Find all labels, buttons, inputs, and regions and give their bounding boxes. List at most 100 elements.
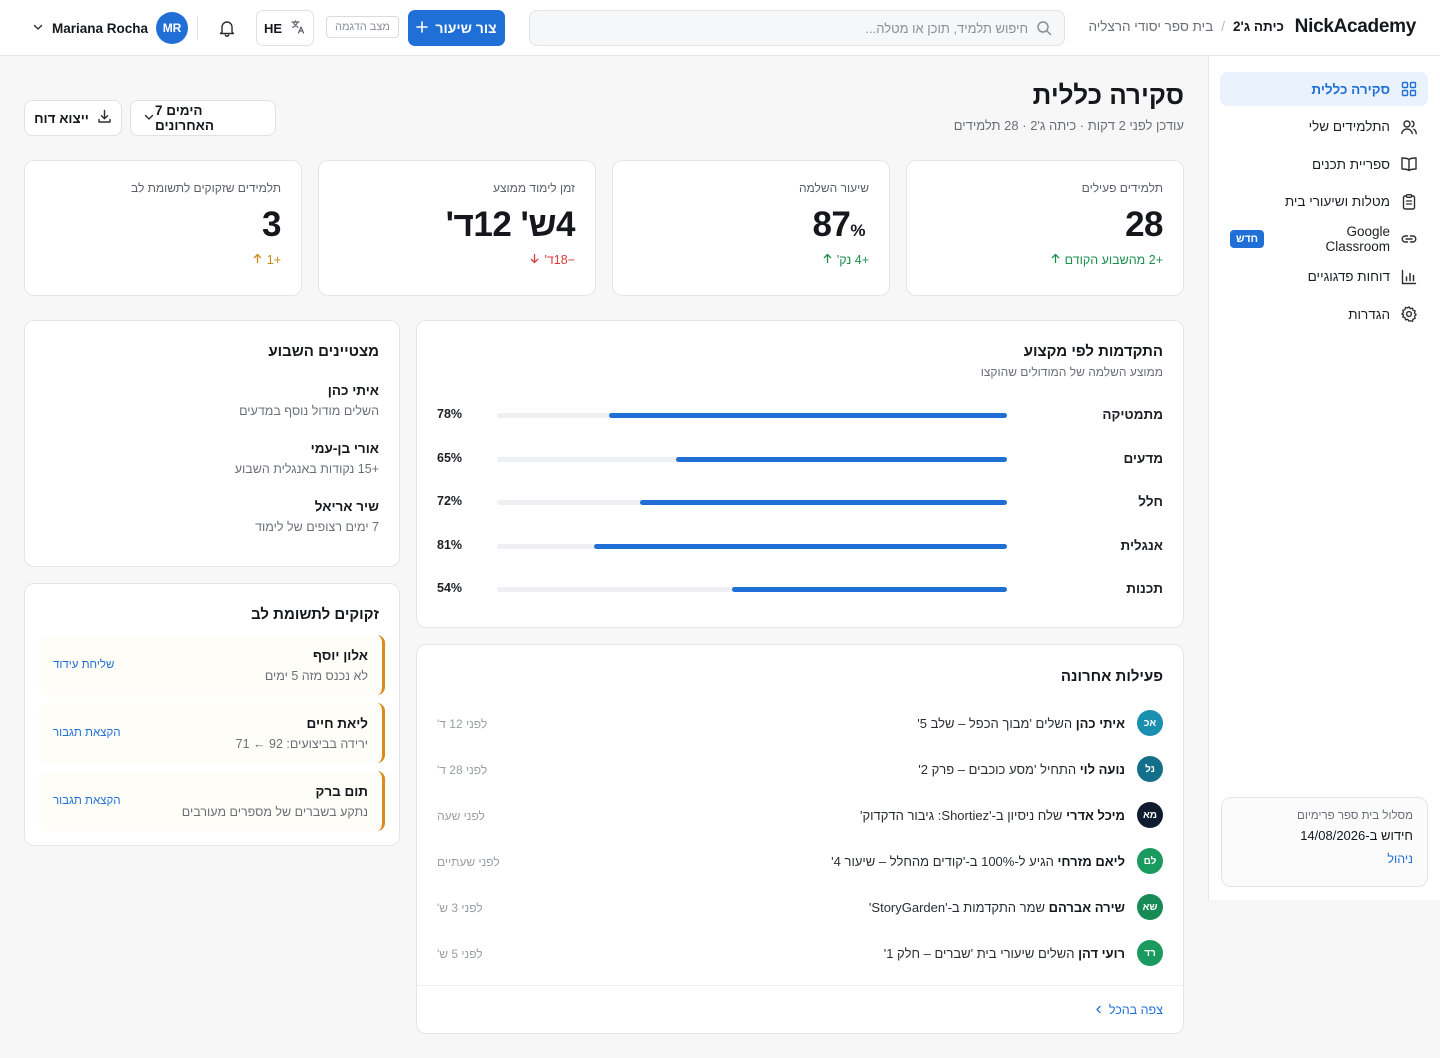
student-name: איתי כהן <box>327 383 379 398</box>
progress-fill <box>675 456 1007 462</box>
student-name[interactable]: תום ברק <box>315 783 368 799</box>
activity-row[interactable]: מא מיכל אדרי שלח ניסיון ב-'Shortiez: גיבו… <box>437 802 1163 830</box>
activity-description: הגיע ל-100% ב-'קודים מהחלל – שיעור 4' <box>831 854 1054 869</box>
export-label: ייצוא דוח <box>34 110 89 126</box>
student-avatar: אכ <box>1137 710 1163 736</box>
progress-track <box>497 500 1007 505</box>
create-lesson-button[interactable]: צור שיעור <box>408 10 505 46</box>
activity-text: רועי דהן השלים שיעורי בית 'שברים – חלק 1… <box>884 946 1125 961</box>
create-lesson-label: צור שיעור <box>435 20 497 36</box>
subject-name: חלל <box>1138 494 1163 509</box>
recent-activity-card: פעילות אחרונה אכ איתי כהן השלים 'מבוך הכפ… <box>416 644 1184 1034</box>
sidebar-item-assignments[interactable]: מטלות ושיעורי בית <box>1220 185 1428 219</box>
activity-row[interactable]: שא שירה אברהם שמר התקדמות ב-'StoryGarden'… <box>437 894 1163 922</box>
student-name: אורי בן-עמי <box>310 441 379 456</box>
grid-icon <box>1400 80 1418 98</box>
app-logo[interactable]: NickAcademy <box>1294 16 1417 37</box>
view-all-link[interactable]: צפה בהכל <box>1094 1003 1163 1017</box>
student-name[interactable]: ליאת חיים <box>306 715 369 731</box>
breadcrumb-class: כיתה ג'2 <box>1232 19 1284 34</box>
attention-item: תום ברק נתקע בשברים של מספרים מעורבים הק… <box>39 771 385 831</box>
subject-percent: 72% <box>437 494 463 508</box>
stat-card-needs-attention: תלמידים שזקוקים לתשומת לב 3 +1 <box>24 160 302 296</box>
attention-item: אלון יוסף לא נכנס מזה 5 ימים שליחת עידוד <box>39 635 385 695</box>
student-name[interactable]: אלון יוסף <box>312 647 368 663</box>
assign-support-link[interactable]: הקצאת תגבור <box>53 795 121 807</box>
stat-card-active-students: תלמידים פעילים 28 +2 מהשבוע הקודם <box>906 160 1184 296</box>
breadcrumb-school[interactable]: בית ספר יסודי הרצליה <box>1088 19 1214 34</box>
subject-percent: 54% <box>437 581 463 595</box>
stat-delta: −18ד' <box>339 253 575 267</box>
student-name: נועה לוי <box>1079 762 1125 777</box>
search-input[interactable] <box>542 20 1036 36</box>
student-name: שירה אברהם <box>1048 900 1125 915</box>
activity-row[interactable]: רד רועי דהן השלים שיעורי בית 'שברים – חלק… <box>437 940 1163 968</box>
stat-value: 4ש' 12ד' <box>445 205 576 244</box>
breadcrumb-separator: / <box>1221 19 1225 34</box>
assign-support-link[interactable]: הקצאת תגבור <box>53 727 121 739</box>
plan-manage-link[interactable]: ניהול <box>1387 852 1413 866</box>
activity-row[interactable]: נל נועה לוי התחיל 'מסע כוכבים – פרק 2' לפנ… <box>437 756 1163 784</box>
stat-delta: +4 נק' <box>633 253 869 267</box>
stat-label: זמן לימוד ממוצע <box>492 181 575 195</box>
card-title: מצטיינים השבוע <box>268 343 379 360</box>
stat-card-completion-rate: שיעור השלמה 87% +4 נק' <box>612 160 890 296</box>
student-name: שיר אריאל <box>314 499 379 514</box>
download-icon <box>97 109 112 127</box>
search-box[interactable] <box>529 10 1065 46</box>
user-name: Mariana Rocha <box>52 20 149 36</box>
card-title: זקוקים לתשומת לב <box>251 606 379 623</box>
export-report-button[interactable]: ייצוא דוח <box>24 100 122 136</box>
breadcrumb: בית ספר יסודי הרצליה / כיתה ג'2 <box>1088 19 1284 34</box>
sidebar-item-reports[interactable]: דוחות פדגוגיים <box>1220 260 1428 294</box>
sidebar-item-label: Google Classroom <box>1325 224 1390 254</box>
link-icon <box>1400 230 1418 248</box>
arrow-up-icon <box>252 253 263 267</box>
attention-item: ליאת חיים ירידה בביצועים: 92 ← 71 הקצאת … <box>39 703 385 763</box>
user-menu[interactable]: Mariana Rocha MR <box>32 11 189 45</box>
progress-fill <box>593 543 1007 549</box>
arrow-down-icon <box>529 253 540 267</box>
sidebar-item-google-classroom[interactable]: Google Classroom חדש <box>1220 222 1428 256</box>
stat-delta: +1 <box>45 253 281 267</box>
activity-row[interactable]: אכ איתי כהן השלים 'מבוך הכפל – שלב 5' לפני… <box>437 710 1163 738</box>
card-subtitle: ממוצע השלמה של המודולים שהוקצו <box>980 365 1163 379</box>
new-badge: חדש <box>1230 230 1264 248</box>
users-icon <box>1400 118 1418 136</box>
sidebar-item-label: סקירה כללית <box>1311 81 1390 97</box>
progress-track <box>497 587 1007 592</box>
progress-fill <box>609 413 1007 418</box>
subject-percent: 65% <box>437 450 463 465</box>
sidebar-item-overview[interactable]: סקירה כללית <box>1220 72 1428 106</box>
activity-row[interactable]: לם ליאם מזרחי הגיע ל-100% ב-'קודים מהחלל … <box>437 848 1163 876</box>
student-name: מיכל אדרי <box>1066 808 1125 823</box>
stat-value: 28 <box>1125 205 1163 244</box>
top-student-item[interactable]: שיר אריאל 7 ימים רצופים של לימוד <box>45 499 379 534</box>
user-avatar: MR <box>156 12 189 44</box>
sidebar-item-my-students[interactable]: התלמידים שלי <box>1220 110 1428 144</box>
top-student-item[interactable]: איתי כהן השלים מודול נוסף במדעים <box>45 383 379 418</box>
attention-reason: ירידה בביצועים: 92 ← 71 <box>235 736 368 751</box>
sidebar-item-label: ספריית תכנים <box>1311 156 1390 172</box>
stat-label: תלמידים פעילים <box>1081 181 1163 195</box>
send-encouragement-link[interactable]: שליחת עידוד <box>53 659 115 671</box>
date-range-select[interactable]: 7 הימים האחרונים <box>130 100 276 136</box>
subject-progress-row: מדעים 65% <box>437 449 1163 469</box>
language-switcher[interactable]: HE <box>256 10 314 46</box>
activity-text: איתי כהן השלים 'מבוך הכפל – שלב 5' <box>917 716 1125 731</box>
stat-card-avg-learning-time: זמן לימוד ממוצע 4ש' 12ד' −18ד' <box>318 160 596 296</box>
top-student-item[interactable]: אורי בן-עמי +15 נקודות באנגלית השבוע <box>45 441 379 476</box>
stat-label: תלמידים שזקוקים לתשומת לב <box>131 181 281 195</box>
page-title: סקירה כללית <box>1032 80 1184 110</box>
progress-track <box>497 413 1007 418</box>
student-name: איתי כהן <box>1075 716 1125 731</box>
activity-time: לפני 12 ד' <box>437 717 488 731</box>
plan-title: מסלול בית ספר פרימיום <box>1297 810 1413 822</box>
notifications-bell-icon[interactable] <box>216 17 238 39</box>
student-avatar: שא <box>1137 894 1163 920</box>
card-title: התקדמות לפי מקצוע <box>1023 343 1163 360</box>
sidebar-item-settings[interactable]: הגדרות <box>1220 297 1428 331</box>
book-icon <box>1400 155 1418 173</box>
sidebar-item-content-library[interactable]: ספריית תכנים <box>1220 147 1428 181</box>
progress-fill <box>731 587 1007 592</box>
